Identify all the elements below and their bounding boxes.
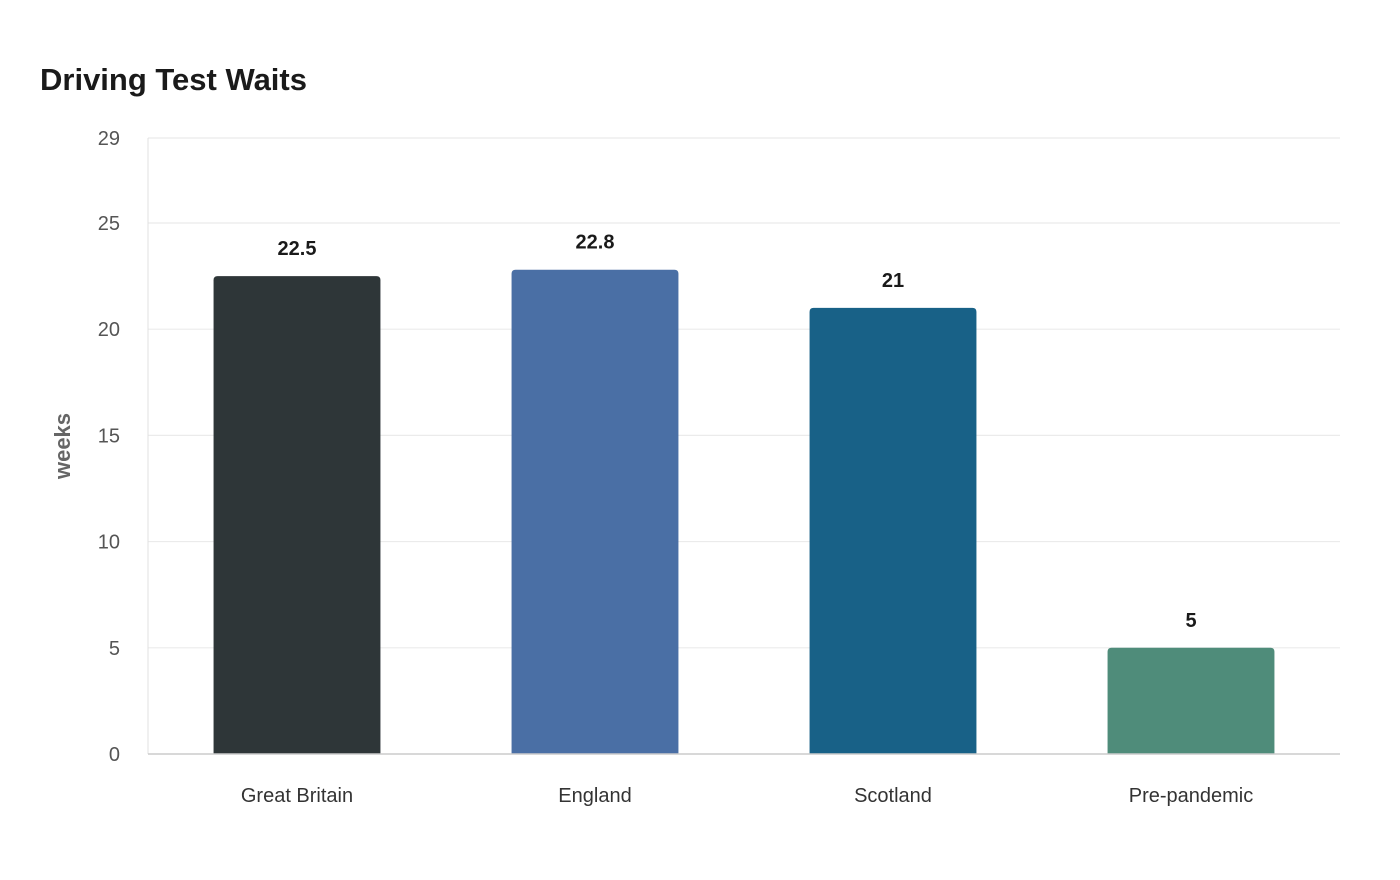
- y-tick-label: 15: [98, 425, 120, 447]
- x-tick-label: Pre-pandemic: [1129, 785, 1254, 807]
- x-tick-label: England: [558, 785, 631, 807]
- y-tick-label: 0: [109, 744, 120, 766]
- y-axis-title: weeks: [50, 413, 75, 480]
- y-tick-label: 25: [98, 213, 120, 235]
- y-tick-label: 10: [98, 532, 120, 554]
- y-tick-labels: 0 5 10 15 20 25 29: [98, 128, 120, 766]
- bars: [213, 269, 1275, 754]
- x-tick-labels: Great Britain England Scotland Pre-pandemic: [241, 785, 1253, 807]
- data-label: 21: [882, 270, 904, 292]
- y-tick-label: 29: [98, 128, 120, 150]
- bar-great-britain[interactable]: [213, 276, 381, 754]
- data-labels: 22.5 22.8 21 5: [278, 232, 1197, 632]
- data-label: 22.5: [278, 238, 317, 260]
- data-label: 22.8: [576, 232, 615, 254]
- y-tick-label: 5: [109, 638, 120, 660]
- bar-england[interactable]: [511, 269, 679, 754]
- x-tick-label: Scotland: [854, 785, 932, 807]
- chart-title: Driving Test Waits: [40, 62, 307, 97]
- data-label: 5: [1185, 610, 1196, 632]
- bar-pre-pandemic[interactable]: [1107, 647, 1275, 754]
- bar-scotland[interactable]: [809, 307, 977, 754]
- y-tick-label: 20: [98, 319, 120, 341]
- x-tick-label: Great Britain: [241, 785, 353, 807]
